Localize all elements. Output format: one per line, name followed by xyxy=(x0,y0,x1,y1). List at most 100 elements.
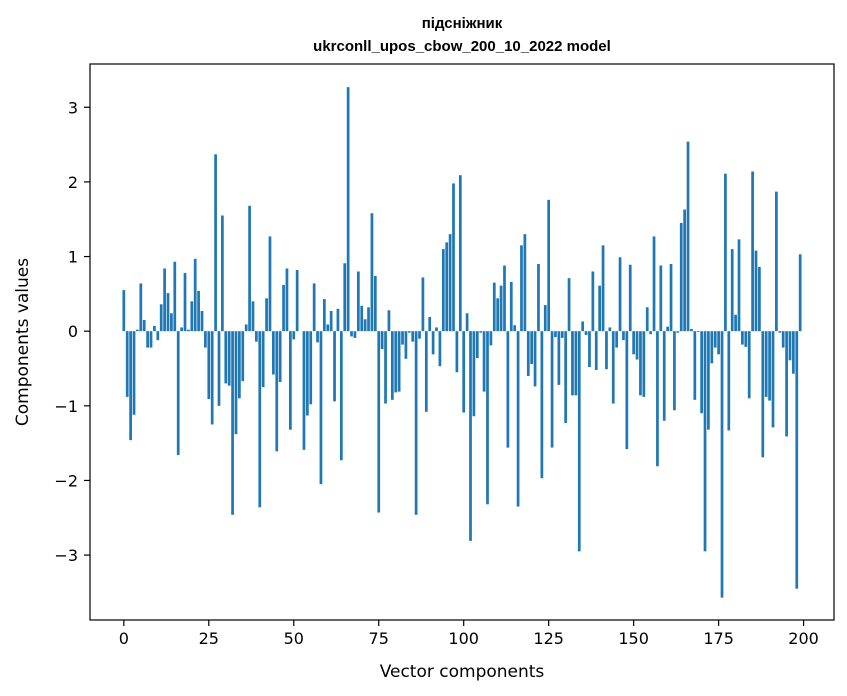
y-tick-label--2: −2 xyxy=(54,471,78,490)
bar-167 xyxy=(690,328,693,332)
bar-188 xyxy=(761,331,765,458)
bar-75 xyxy=(377,331,381,513)
bar-14 xyxy=(170,313,173,332)
bar-125 xyxy=(547,199,551,332)
bar-56 xyxy=(312,283,316,332)
y-axis-label: Components values xyxy=(13,258,33,426)
bar-174 xyxy=(713,331,717,348)
plot-area-frame xyxy=(89,63,835,621)
bar-13 xyxy=(166,293,170,332)
bar-21 xyxy=(193,258,197,332)
y-tick-label-3: 3 xyxy=(68,98,78,117)
bar-108 xyxy=(489,331,493,346)
bar-124 xyxy=(543,305,547,332)
bar-16 xyxy=(176,331,180,456)
bar-41 xyxy=(261,331,265,388)
bar-22 xyxy=(197,290,200,332)
x-axis-label: Vector components xyxy=(380,662,545,682)
bar-15 xyxy=(173,261,177,332)
bar-112 xyxy=(503,265,506,332)
bar-127 xyxy=(554,331,557,338)
bar-65 xyxy=(343,263,347,332)
x-tick-label-175: 175 xyxy=(703,629,734,648)
bar-150 xyxy=(632,331,635,355)
bar-1 xyxy=(125,331,129,397)
bar-146 xyxy=(618,257,622,332)
bar-60 xyxy=(326,324,330,332)
bar-90 xyxy=(428,317,432,332)
bar-196 xyxy=(788,331,792,361)
bar-134 xyxy=(577,331,581,552)
x-tick-label-150: 150 xyxy=(618,629,649,648)
bar-175 xyxy=(717,331,720,355)
bar-44 xyxy=(272,331,275,375)
bar-34 xyxy=(238,331,241,399)
bar-199 xyxy=(798,254,802,332)
bar-35 xyxy=(241,331,245,382)
bar-103 xyxy=(472,331,476,417)
bar-19 xyxy=(187,329,190,332)
bar-98 xyxy=(455,331,459,373)
bar-63 xyxy=(336,308,340,332)
bar-140 xyxy=(598,285,602,332)
bar-135 xyxy=(581,321,585,332)
bar-9 xyxy=(153,325,156,332)
bar-133 xyxy=(574,331,578,396)
bar-73 xyxy=(370,213,374,332)
bar-156 xyxy=(652,236,656,332)
bar-106 xyxy=(482,331,486,392)
chart-title-line-1: підсніжник xyxy=(422,15,503,32)
bar-25 xyxy=(207,331,211,400)
bar-53 xyxy=(302,331,306,450)
bar-123 xyxy=(540,331,544,479)
bar-115 xyxy=(513,325,517,332)
bar-58 xyxy=(319,331,323,485)
bar-99 xyxy=(458,175,462,332)
bar-148 xyxy=(625,331,629,450)
bar-64 xyxy=(339,331,343,461)
bar-117 xyxy=(520,245,523,332)
bar-151 xyxy=(635,331,639,360)
bar-197 xyxy=(792,331,795,374)
bar-84 xyxy=(407,331,411,333)
bar-169 xyxy=(696,331,700,332)
bar-118 xyxy=(523,234,527,332)
bar-198 xyxy=(795,331,799,589)
bar-10 xyxy=(156,331,160,341)
bar-40 xyxy=(258,331,262,508)
bar-126 xyxy=(550,331,554,448)
bar-137 xyxy=(588,331,591,367)
bar-116 xyxy=(516,331,520,507)
bar-12 xyxy=(163,268,166,332)
bar-62 xyxy=(333,331,336,402)
bar-32 xyxy=(231,331,234,515)
bar-163 xyxy=(676,331,680,333)
bar-178 xyxy=(727,331,731,431)
y-tick-label--1: −1 xyxy=(54,397,78,416)
bar-139 xyxy=(594,331,598,370)
bar-8 xyxy=(149,331,153,348)
bar-68 xyxy=(353,331,357,338)
bar-59 xyxy=(322,299,326,332)
bar-194 xyxy=(781,331,785,348)
y-tick-label-2: 2 xyxy=(68,173,78,192)
bar-24 xyxy=(204,331,207,348)
bar-81 xyxy=(397,331,401,392)
bar-66 xyxy=(346,87,350,332)
bar-121 xyxy=(533,331,537,387)
bar-69 xyxy=(356,271,360,332)
bar-120 xyxy=(530,331,534,365)
bar-17 xyxy=(180,327,183,332)
bar-82 xyxy=(401,331,404,345)
bar-95 xyxy=(445,242,449,332)
bar-144 xyxy=(611,331,615,404)
bar-57 xyxy=(316,331,319,343)
bar-series xyxy=(122,87,802,598)
bar-138 xyxy=(591,271,595,332)
bar-50 xyxy=(292,331,296,340)
bar-72 xyxy=(367,307,370,332)
bar-5 xyxy=(139,283,143,332)
bar-91 xyxy=(431,331,435,355)
bar-193 xyxy=(778,331,782,333)
bar-164 xyxy=(679,222,683,332)
